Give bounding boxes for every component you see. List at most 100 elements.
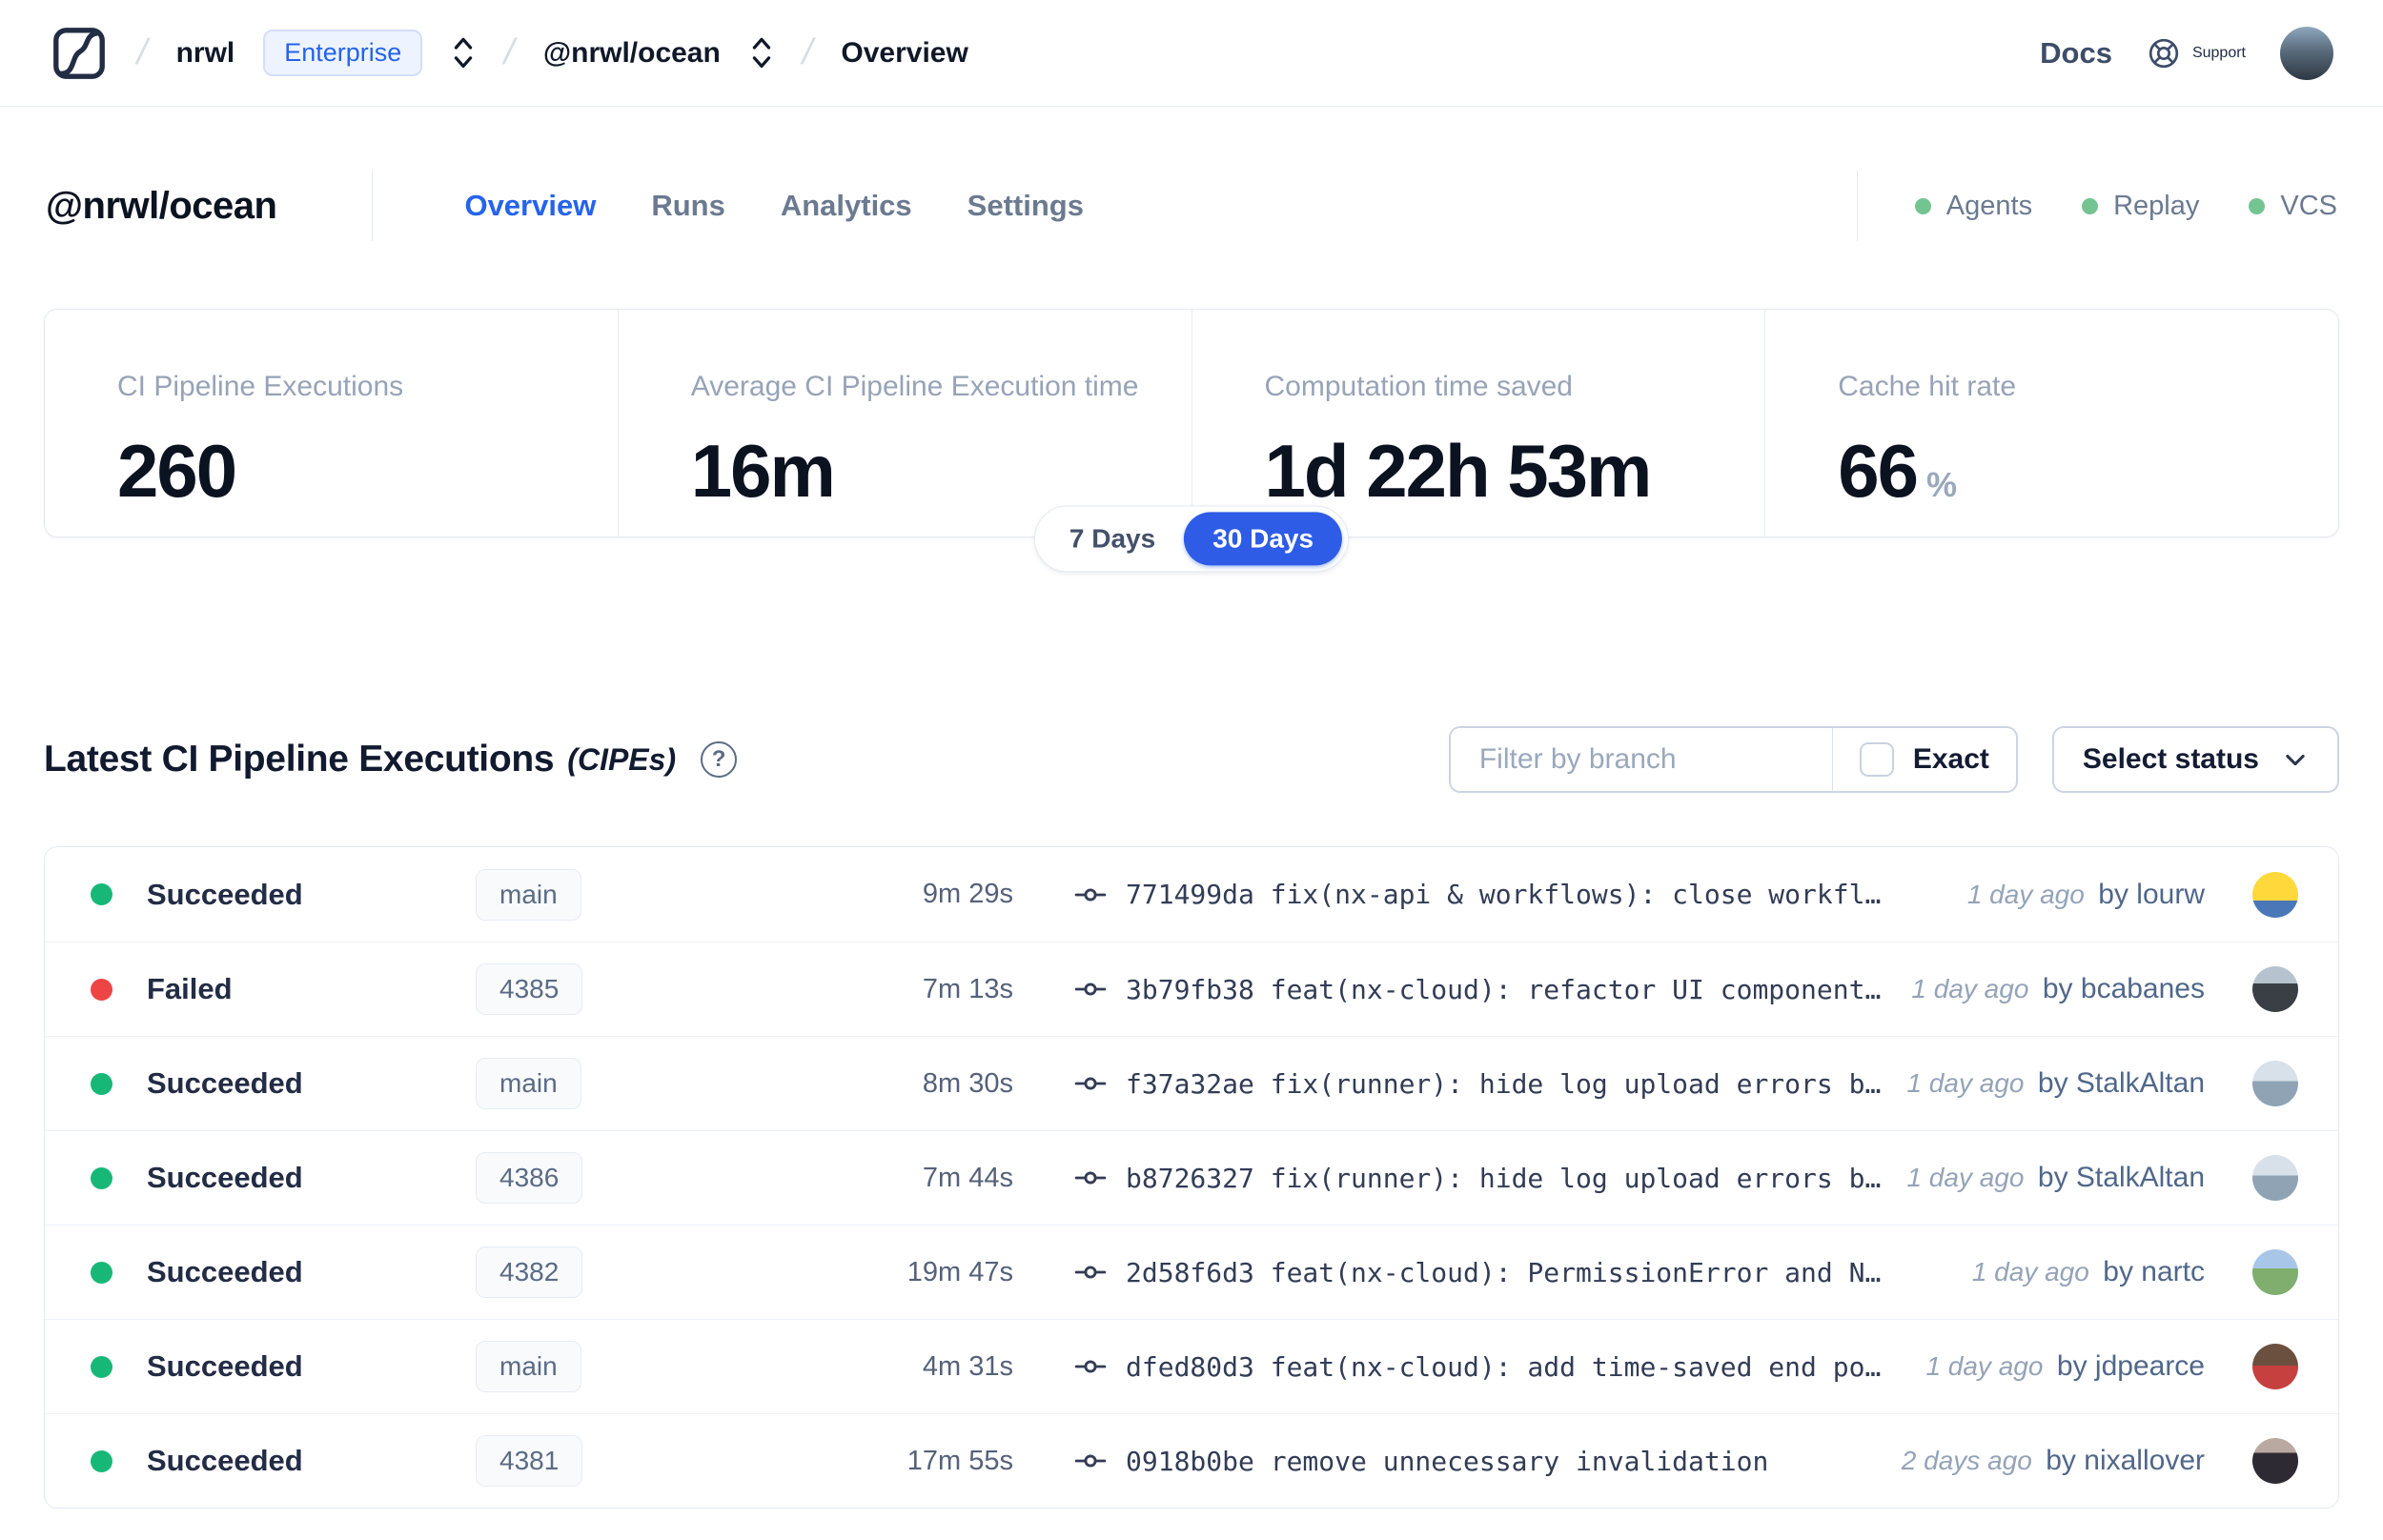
status-select[interactable]: Select status xyxy=(2051,726,2339,793)
tab-settings[interactable]: Settings xyxy=(967,189,1084,222)
branch-badge[interactable]: 4385 xyxy=(476,963,583,1015)
author-avatar[interactable] xyxy=(2252,1344,2298,1389)
user-avatar[interactable] xyxy=(2280,26,2333,80)
cipe-section-title: Latest CI Pipeline Executions xyxy=(44,739,555,780)
exact-checkbox[interactable] xyxy=(1859,742,1894,777)
cipe-status-cell: Succeeded xyxy=(91,1161,453,1195)
breadcrumb: / nrwl Enterprise / @nrwl/ocean / Overvi… xyxy=(50,24,968,83)
branch-badge[interactable]: 4382 xyxy=(476,1246,583,1298)
author-label: by jdpearce xyxy=(2056,1350,2205,1382)
status-replay-label: Replay xyxy=(2113,190,2200,221)
cipe-status-cell: Failed xyxy=(91,972,453,1006)
author-avatar[interactable] xyxy=(2252,966,2298,1012)
stat-value: 66% xyxy=(1838,429,1958,513)
range-30-days-button[interactable]: 30 Days xyxy=(1184,512,1343,566)
docs-link[interactable]: Docs xyxy=(2040,35,2112,70)
commit-message[interactable]: dfed80d3 feat(nx-cloud): add time-saved … xyxy=(1126,1350,1882,1383)
status-label: Succeeded xyxy=(147,1444,303,1477)
author-label: by nixallover xyxy=(2046,1445,2205,1476)
help-icon[interactable]: ? xyxy=(701,741,738,778)
commit-message[interactable]: 2d58f6d3 feat(nx-cloud): PermissionError… xyxy=(1126,1256,1882,1288)
table-row[interactable]: Succeeded 4386 7m 44s b8726327 fix(runne… xyxy=(45,1130,2338,1225)
nx-cloud-logo-icon[interactable] xyxy=(50,24,109,83)
author-avatar[interactable] xyxy=(2252,1438,2298,1484)
meta-cell: 1 day ago by jdpearce xyxy=(1925,1350,2205,1383)
branch-filter-input[interactable] xyxy=(1450,728,1832,791)
green-status-dot-icon xyxy=(2082,197,2099,214)
cipe-status-cell: Succeeded xyxy=(91,1066,453,1101)
cipe-status-cell: Succeeded xyxy=(91,878,453,912)
author-avatar[interactable] xyxy=(2252,1061,2298,1106)
commit-message[interactable]: 771499da fix(nx-api & workflows): close … xyxy=(1126,879,1882,910)
commit-message[interactable]: b8726327 fix(runner): hide log upload er… xyxy=(1126,1162,1882,1194)
breadcrumb-workspace[interactable]: @nrwl/ocean xyxy=(542,36,721,69)
table-row[interactable]: Succeeded 4382 19m 47s 2d58f6d3 feat(nx-… xyxy=(45,1225,2338,1319)
branch-badge[interactable]: main xyxy=(476,1341,581,1392)
status-vcs[interactable]: VCS xyxy=(2249,191,2337,222)
stat-value: 1d 22h 53m xyxy=(1264,429,1653,513)
author-label: by StalkAltan xyxy=(2037,1162,2205,1193)
divider xyxy=(1856,171,1858,241)
breadcrumb-separator: / xyxy=(499,32,519,72)
status-vcs-label: VCS xyxy=(2280,190,2337,221)
author-label: by nartc xyxy=(2103,1256,2205,1287)
cipe-status-cell: Succeeded xyxy=(91,1255,453,1289)
branch-badge[interactable]: main xyxy=(476,868,581,921)
table-row[interactable]: Succeeded main 4m 31s dfed80d3 feat(nx-c… xyxy=(45,1319,2338,1413)
stat-average-execution-time: Average CI Pipeline Execution time 16m xyxy=(617,310,1192,537)
commit-cell: dfed80d3 feat(nx-cloud): add time-saved … xyxy=(1074,1350,1903,1383)
org-switcher-chevrons-icon[interactable] xyxy=(451,35,476,71)
stat-cache-hit-rate: Cache hit rate 66% xyxy=(1764,310,2338,537)
commit-cell: 0918b0be remove unnecessary invalidation xyxy=(1074,1445,1879,1477)
author-avatar[interactable] xyxy=(2252,1155,2298,1201)
cipe-filters: Exact Select status xyxy=(1448,726,2339,793)
status-label: Succeeded xyxy=(147,1255,303,1288)
commit-cell: 2d58f6d3 feat(nx-cloud): PermissionError… xyxy=(1074,1256,1949,1288)
relative-time: 2 days ago xyxy=(1901,1446,2032,1475)
relative-time: 1 day ago xyxy=(1906,1163,2025,1192)
author-label: by StalkAltan xyxy=(2037,1067,2205,1099)
branch-badge[interactable]: 4386 xyxy=(476,1152,583,1204)
status-agents[interactable]: Agents xyxy=(1914,190,2033,222)
cipe-table: Succeeded main 9m 29s 771499da fix(nx-ap… xyxy=(44,846,2339,1509)
workspace-switcher-chevrons-icon[interactable] xyxy=(749,35,774,71)
tab-overview[interactable]: Overview xyxy=(464,189,597,222)
breadcrumb-org[interactable]: nrwl xyxy=(175,36,235,69)
status-agents-label: Agents xyxy=(1945,190,2033,221)
range-7-days-button[interactable]: 7 Days xyxy=(1069,523,1156,554)
exact-label: Exact xyxy=(1912,743,1989,775)
commit-cell: 771499da fix(nx-api & workflows): close … xyxy=(1074,879,1945,911)
commit-message[interactable]: 3b79fb38 feat(nx-cloud): refactor UI com… xyxy=(1126,973,1882,1005)
branch-badge[interactable]: main xyxy=(476,1058,581,1109)
commit-cell: f37a32ae fix(runner): hide log upload er… xyxy=(1074,1067,1884,1100)
exact-match-toggle[interactable]: Exact xyxy=(1833,728,2016,791)
breadcrumb-separator: / xyxy=(132,32,153,72)
stat-computation-time-saved: Computation time saved 1d 22h 53m xyxy=(1191,310,1765,537)
table-row[interactable]: Succeeded 4381 17m 55s 0918b0be remove u… xyxy=(45,1413,2338,1508)
meta-cell: 1 day ago by StalkAltan xyxy=(1906,1067,2205,1100)
status-replay[interactable]: Replay xyxy=(2082,191,2199,222)
commit-message[interactable]: f37a32ae fix(runner): hide log upload er… xyxy=(1126,1067,1882,1100)
tab-analytics[interactable]: Analytics xyxy=(780,189,912,222)
life-buoy-icon xyxy=(2147,36,2181,71)
status-label: Succeeded xyxy=(147,877,303,911)
status-dot-icon xyxy=(91,1355,112,1378)
meta-cell: 2 days ago by nixallover xyxy=(1902,1445,2205,1477)
enterprise-badge[interactable]: Enterprise xyxy=(263,30,423,76)
commit-message[interactable]: 0918b0be remove unnecessary invalidation xyxy=(1126,1445,1769,1477)
support-link[interactable]: Support xyxy=(2147,36,2246,71)
git-commit-icon xyxy=(1074,1162,1107,1194)
author-avatar[interactable] xyxy=(2252,1249,2298,1295)
table-row[interactable]: Succeeded main 8m 30s f37a32ae fix(runne… xyxy=(45,1036,2338,1130)
relative-time: 1 day ago xyxy=(1966,879,2085,909)
author-avatar[interactable] xyxy=(2252,871,2298,918)
git-commit-icon xyxy=(1074,1067,1107,1100)
branch-badge[interactable]: 4381 xyxy=(476,1435,583,1487)
status-label: Succeeded xyxy=(147,1349,303,1383)
tab-runs[interactable]: Runs xyxy=(651,189,725,222)
table-row[interactable]: Succeeded main 9m 29s 771499da fix(nx-ap… xyxy=(45,847,2338,942)
divider xyxy=(1831,728,1833,791)
table-row[interactable]: Failed 4385 7m 13s 3b79fb38 feat(nx-clou… xyxy=(45,942,2338,1036)
meta-cell: 1 day ago by bcabanes xyxy=(1911,973,2205,1005)
status-label: Succeeded xyxy=(147,1066,303,1100)
